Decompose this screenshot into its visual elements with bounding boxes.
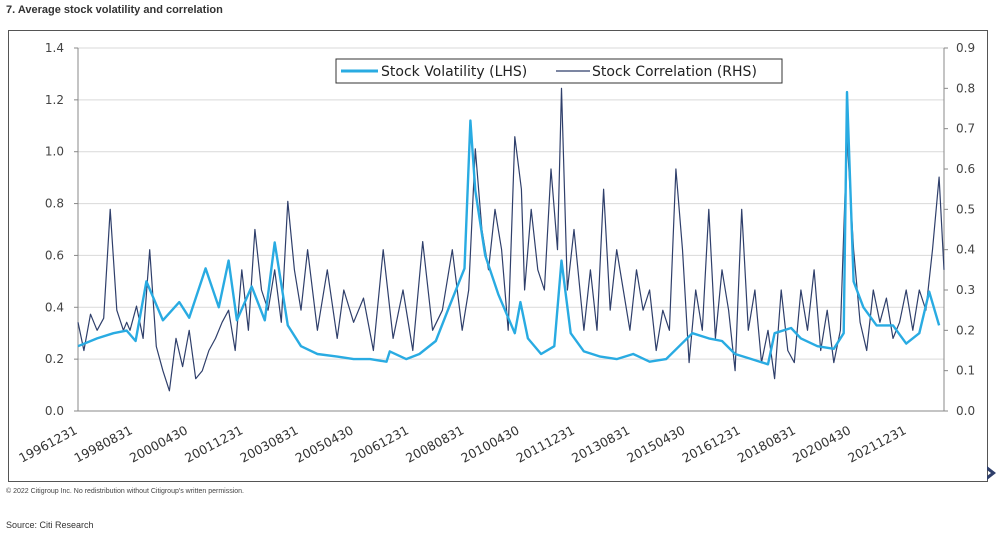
legend-label-volatility: Stock Volatility (LHS): [381, 64, 527, 80]
legend-label-correlation: Stock Correlation (RHS): [592, 64, 757, 80]
left-tick-label: 0.0: [45, 404, 64, 418]
x-tick-label: 19980831: [72, 422, 135, 465]
left-tick-label: 0.4: [45, 300, 64, 314]
x-tick-label: 20111231: [514, 422, 577, 465]
x-tick-label: 20050430: [293, 422, 356, 465]
right-tick-label: 0.8: [956, 81, 975, 95]
right-tick-label: 0.7: [956, 122, 975, 136]
x-tick-label: 20061231: [348, 422, 411, 465]
x-tick-label: 20211231: [845, 422, 908, 465]
correlation-line: [77, 87, 945, 392]
left-axis: 0.0 0.2 0.4 0.6 0.8 1.0 1.2 1.4: [45, 41, 78, 418]
chevron-right-icon[interactable]: [984, 463, 1000, 483]
x-tick-label: 20180831: [735, 422, 798, 465]
x-tick-label: 20030831: [237, 422, 300, 465]
legend: Stock Volatility (LHS) Stock Correlation…: [335, 58, 783, 84]
right-tick-label: 0.0: [956, 404, 975, 418]
right-tick-label: 0.4: [956, 243, 975, 257]
chart-title: 7. Average stock volatility and correlat…: [6, 4, 223, 16]
source-note: Source: Citi Research: [6, 520, 94, 530]
x-tick-label: 20130831: [569, 422, 632, 465]
copyright-note: © 2022 Citigroup Inc. No redistribution …: [6, 488, 244, 495]
left-tick-label: 0.8: [45, 197, 64, 211]
right-tick-label: 0.2: [956, 323, 975, 337]
right-tick-label: 0.5: [956, 202, 975, 216]
x-tick-label: 20100430: [458, 422, 521, 465]
x-tick-label: 20011231: [182, 422, 245, 465]
chart-frame: [8, 30, 988, 482]
volatility-line: [77, 90, 941, 366]
x-tick-label: 20000430: [127, 422, 190, 465]
right-tick-label: 0.6: [956, 162, 975, 176]
x-tick-label: 19961231: [16, 422, 79, 465]
x-tick-label: 20161231: [679, 422, 742, 465]
left-tick-label: 1.0: [45, 145, 64, 159]
left-tick-label: 0.6: [45, 248, 64, 262]
left-tick-label: 0.2: [45, 352, 64, 366]
series-group: [77, 87, 945, 392]
right-axis: 0.0 0.1 0.2 0.3 0.4 0.5 0.6 0.7 0.8 0.9: [944, 41, 975, 418]
right-tick-label: 0.3: [956, 283, 975, 297]
x-tick-label: 20200430: [790, 422, 853, 465]
left-tick-label: 1.2: [45, 93, 64, 107]
gridlines: [77, 47, 945, 412]
right-tick-label: 0.9: [956, 41, 975, 55]
left-tick-label: 1.4: [45, 41, 64, 55]
right-tick-label: 0.1: [956, 364, 975, 378]
x-tick-label: 20080831: [403, 422, 466, 465]
x-tick-label: 20150430: [624, 422, 687, 465]
x-axis: 1996123119980831200004302001123120030831…: [16, 422, 908, 465]
